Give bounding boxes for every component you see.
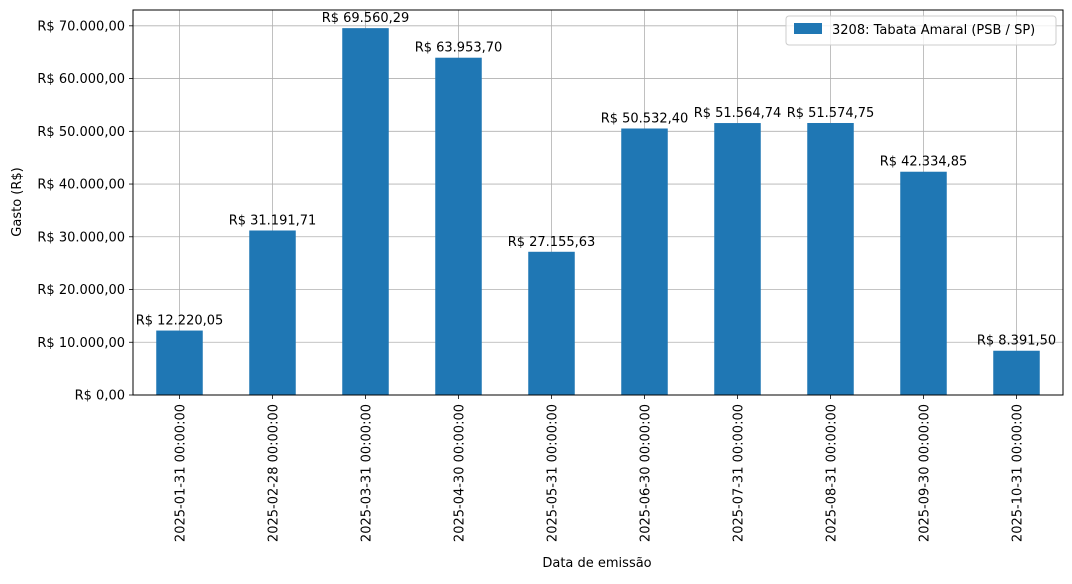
x-tick-label: 2025-07-31 00:00:00 [732,404,747,542]
x-tick-label: 2025-10-31 00:00:00 [1011,404,1026,542]
x-tick-label: 2025-04-30 00:00:00 [453,404,468,542]
bar-data-label: R$ 42.334,85 [880,155,968,170]
legend-box [785,15,1057,46]
bar-data-labels: R$ 12.220,05 R$ 31.191,71 R$ 69.560,29 R$ 6… [136,11,1056,349]
bar-data-label: R$ 50.532,40 [601,111,689,126]
x-tick-label: 2025-01-31 00:00:00 [174,404,189,542]
y-tick-label: R$ 10.000,00 [37,336,125,351]
x-tick-label: 2025-09-30 00:00:00 [918,404,933,542]
bar-data-label: R$ 27.155,63 [508,235,596,250]
bar [993,350,1040,395]
bar-data-label: R$ 12.220,05 [136,314,224,329]
bar-data-label: R$ 63.953,70 [415,41,503,56]
bar-data-label: R$ 51.564,74 [694,106,782,121]
y-axis-label: Gasto (R$) [10,167,25,236]
y-tick-label: R$ 0,00 [75,389,125,404]
bar-data-label: R$ 69.560,29 [322,11,410,26]
y-axis-ticks: R$ 0,00 R$ 10.000,00 R$ 20.000,00 R$ 30.000… [37,19,133,404]
bar [342,28,389,396]
x-axis-ticks: 2025-01-31 00:00:00 2025-02-28 00:00:00 20… [174,395,1026,542]
legend-swatch [794,23,822,34]
legend: 3208: Tabata Amaral (PSB / SP) [785,15,1057,46]
legend-entry: 3208: Tabata Amaral (PSB / SP) [832,23,1035,38]
plot-frame [132,9,1064,396]
x-tick-label: 2025-06-30 00:00:00 [639,404,654,542]
bar [528,251,575,395]
y-tick-label: R$ 60.000,00 [37,72,125,87]
y-tick-label: R$ 50.000,00 [37,125,125,140]
x-tick-label: 2025-08-31 00:00:00 [825,404,840,542]
x-tick-label: 2025-02-28 00:00:00 [267,404,282,542]
bar-data-label: R$ 8.391,50 [977,334,1056,349]
bar-data-label: R$ 31.191,71 [229,213,317,228]
bars [156,28,1040,396]
plot-area-border [132,9,1064,396]
y-tick-label: R$ 70.000,00 [37,19,125,34]
x-axis-label: Data de emissão [542,556,651,571]
bar [435,57,482,396]
bar [156,330,203,395]
y-tick-label: R$ 30.000,00 [37,230,125,245]
y-tick-label: R$ 40.000,00 [37,178,125,193]
x-tick-label: 2025-05-31 00:00:00 [546,404,561,542]
bar [249,230,296,395]
x-tick-label: 2025-03-31 00:00:00 [360,404,375,542]
y-tick-label: R$ 20.000,00 [37,283,125,298]
bar [621,128,668,395]
bar [807,122,854,395]
bar [900,171,947,395]
bar-data-label: R$ 51.574,75 [787,106,875,121]
bar [714,123,761,395]
